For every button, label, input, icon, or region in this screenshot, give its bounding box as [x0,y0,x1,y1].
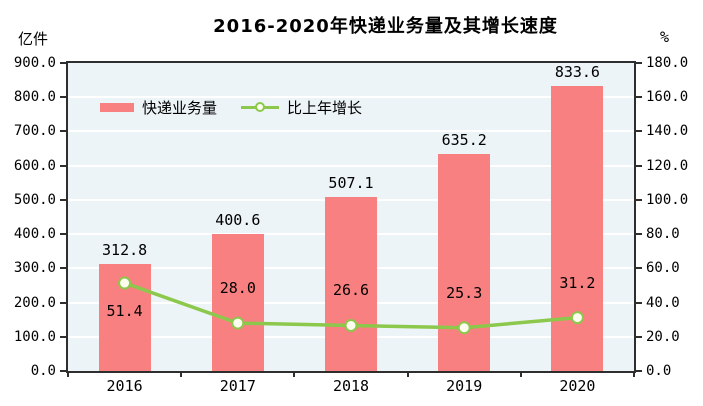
x-axis-tick [633,371,635,377]
left-axis-unit: 亿件 [18,30,49,48]
right-axis-unit: % [660,28,670,46]
left-axis-tick [60,62,66,64]
growth-value-label: 31.2 [559,273,596,292]
right-axis-tick-label: 20.0 [646,328,680,345]
left-axis-tick-label: 300.0 [13,260,56,277]
line-series-label: 比上年增长 [287,98,363,117]
left-axis-tick-label: 900.0 [13,55,56,71]
bar-series-label: 快递业务量 [142,98,218,117]
left-axis-tick [60,335,66,338]
growth-value-label: 28.0 [219,279,256,298]
growth-marker-icon [344,318,358,332]
bar-value-label: 507.1 [328,174,374,193]
growth-marker-icon [457,321,471,335]
right-axis-tick-label: 160.0 [646,89,689,106]
right-axis-tick [636,130,642,133]
gridline [68,130,634,133]
bar-value-label: 635.2 [441,130,487,149]
right-axis-tick-label: 60.0 [646,260,680,277]
gridline [68,96,634,99]
right-axis-tick-label: 40.0 [646,294,680,311]
right-axis-tick [636,198,642,201]
x-axis-tick [406,371,409,377]
left-axis-tick-label: 500.0 [13,191,56,208]
right-axis-tick [636,96,642,99]
right-axis-tick-label: 0.0 [646,363,672,379]
bar-value-label: 833.6 [554,62,600,81]
right-axis-tick [636,164,642,167]
growth-value-label: 26.6 [332,281,370,300]
right-axis-tick [636,233,642,236]
left-axis-tick [60,267,66,270]
x-axis-tick [180,371,183,377]
right-axis-tick-label: 80.0 [646,226,680,243]
x-axis-category-label: 2017 [219,377,256,395]
bar-value-label: 400.6 [215,210,261,229]
growth-marker-icon [570,311,584,325]
right-axis-tick-label: 180.0 [646,55,689,71]
growth-value-label: 25.3 [446,283,483,302]
left-axis-tick [60,96,66,99]
right-axis-tick [636,62,642,64]
left-axis-tick [60,233,66,236]
left-axis-tick-label: 400.0 [13,226,56,243]
bar-2019 [438,153,491,371]
growth-value-label: 51.4 [106,302,143,321]
line-series-sample [241,101,280,113]
right-axis-tick-label: 140.0 [646,123,689,140]
x-axis-category-label: 2016 [106,377,143,395]
x-axis-tick [293,371,296,377]
x-axis-tick [519,371,522,377]
bar-value-label: 312.8 [102,240,148,259]
left-axis-tick [60,164,66,167]
line-sample-marker-icon [255,102,266,112]
left-axis-tick-label: 100.0 [13,328,56,345]
left-axis-tick-label: 200.0 [13,294,56,311]
right-axis-tick [636,370,642,372]
right-axis-tick [636,335,642,338]
chart-title: 2016-2020年快递业务量及其增长速度 [213,16,558,37]
left-axis-tick-label: 800.0 [13,89,56,106]
bar-2017 [211,233,264,371]
legend: 快递业务量 比上年增长 [100,95,362,119]
bar-series-swatch [100,102,134,112]
left-axis-tick [60,370,66,372]
gridline [68,164,634,167]
left-axis-tick [60,301,66,304]
right-axis-tick [636,267,642,270]
right-axis-tick-label: 100.0 [646,191,689,208]
x-axis-category-label: 2020 [559,377,596,395]
growth-marker-icon [118,276,132,290]
x-axis-tick [67,371,69,377]
growth-marker-icon [231,316,245,330]
bar-2018 [325,197,377,371]
x-axis-category-label: 2019 [446,377,483,395]
left-axis-tick-label: 0.0 [30,363,56,379]
x-axis-category-label: 2018 [332,377,370,395]
left-axis-tick-label: 700.0 [13,123,56,140]
right-axis-tick [636,301,642,304]
left-axis-tick [60,130,66,133]
left-axis-tick-label: 600.0 [13,157,56,174]
left-axis-tick [60,198,66,201]
right-axis-tick-label: 120.0 [646,157,689,174]
